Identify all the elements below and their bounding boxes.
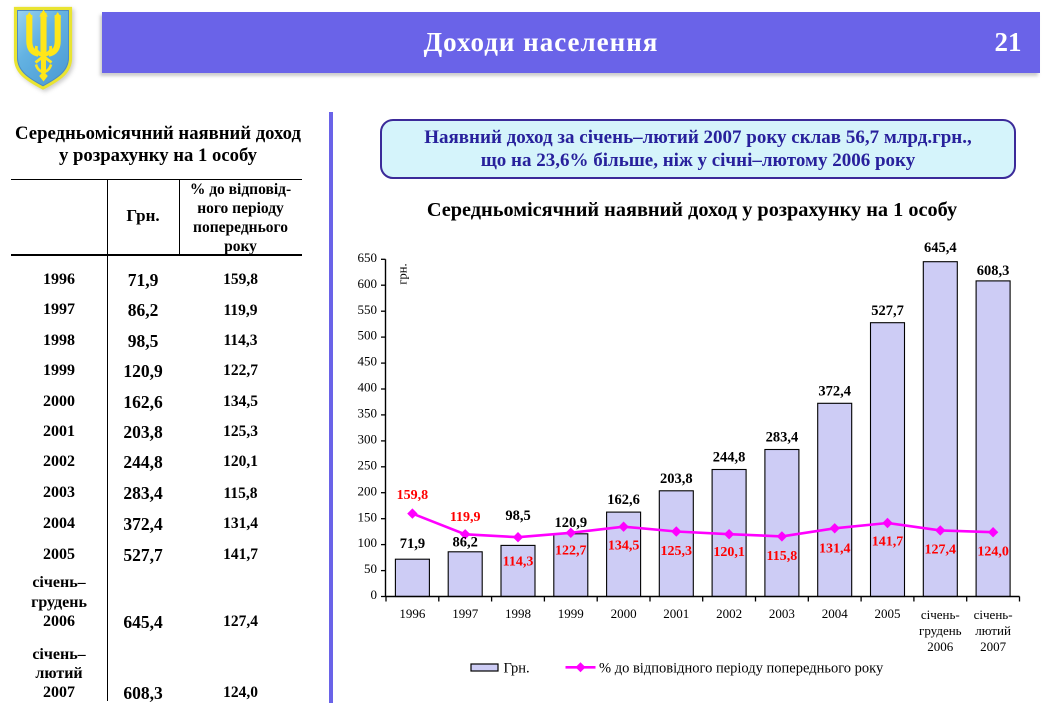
svg-text:2007: 2007	[980, 639, 1007, 654]
svg-text:50: 50	[364, 561, 377, 576]
svg-text:98,5: 98,5	[505, 508, 530, 524]
svg-text:січень-: січень-	[921, 607, 960, 622]
svg-text:450: 450	[358, 354, 378, 369]
svg-text:527,7: 527,7	[871, 303, 904, 319]
svg-text:350: 350	[358, 406, 378, 421]
svg-text:134,5: 134,5	[608, 539, 640, 554]
svg-text:2006: 2006	[927, 639, 954, 654]
svg-text:1998: 1998	[505, 606, 531, 621]
svg-text:200: 200	[358, 483, 378, 498]
svg-text:грудень: грудень	[919, 623, 962, 638]
svg-text:% до відповідного періоду попе: % до відповідного періоду попереднього р…	[599, 660, 884, 676]
svg-text:2004: 2004	[822, 606, 849, 621]
svg-text:2001: 2001	[663, 606, 689, 621]
svg-text:січень-: січень-	[974, 607, 1013, 622]
svg-text:114,3: 114,3	[503, 555, 534, 570]
svg-text:120,1: 120,1	[713, 545, 745, 560]
svg-text:645,4: 645,4	[924, 240, 957, 256]
svg-text:250: 250	[358, 457, 378, 472]
svg-text:119,9: 119,9	[450, 510, 481, 525]
svg-text:159,8: 159,8	[397, 488, 429, 503]
svg-text:122,7: 122,7	[555, 543, 587, 558]
svg-text:400: 400	[358, 380, 378, 395]
svg-text:300: 300	[358, 432, 378, 447]
svg-text:100: 100	[358, 535, 378, 550]
svg-text:86,2: 86,2	[453, 535, 478, 551]
svg-text:120,9: 120,9	[554, 515, 587, 531]
svg-text:1996: 1996	[399, 606, 426, 621]
svg-text:2002: 2002	[716, 606, 742, 621]
svg-text:283,4: 283,4	[766, 430, 799, 446]
svg-text:550: 550	[358, 302, 378, 317]
svg-text:203,8: 203,8	[660, 471, 693, 487]
svg-text:2003: 2003	[769, 606, 795, 621]
svg-text:Середньомісячний наявний доход: Середньомісячний наявний доход у розраху…	[427, 199, 957, 221]
svg-text:141,7: 141,7	[872, 535, 904, 550]
svg-text:Грн.: Грн.	[504, 660, 530, 676]
svg-text:2000: 2000	[611, 606, 637, 621]
svg-text:115,8: 115,8	[767, 549, 798, 564]
svg-text:600: 600	[358, 276, 378, 291]
svg-text:лютий: лютий	[975, 623, 1011, 638]
svg-text:грн.: грн.	[396, 263, 410, 284]
svg-text:608,3: 608,3	[977, 263, 1010, 279]
svg-text:162,6: 162,6	[607, 492, 640, 508]
svg-text:500: 500	[358, 328, 378, 343]
svg-text:150: 150	[358, 509, 378, 524]
svg-text:125,3: 125,3	[661, 544, 693, 559]
svg-text:124,0: 124,0	[977, 545, 1009, 560]
svg-text:1999: 1999	[558, 606, 584, 621]
svg-text:131,4: 131,4	[819, 541, 851, 556]
svg-text:0: 0	[371, 587, 378, 602]
svg-text:372,4: 372,4	[818, 383, 851, 399]
svg-text:127,4: 127,4	[925, 542, 957, 557]
svg-text:71,9: 71,9	[400, 536, 425, 552]
svg-text:244,8: 244,8	[713, 450, 746, 466]
svg-text:650: 650	[358, 250, 378, 265]
svg-text:2005: 2005	[875, 606, 901, 621]
svg-text:1997: 1997	[452, 606, 479, 621]
